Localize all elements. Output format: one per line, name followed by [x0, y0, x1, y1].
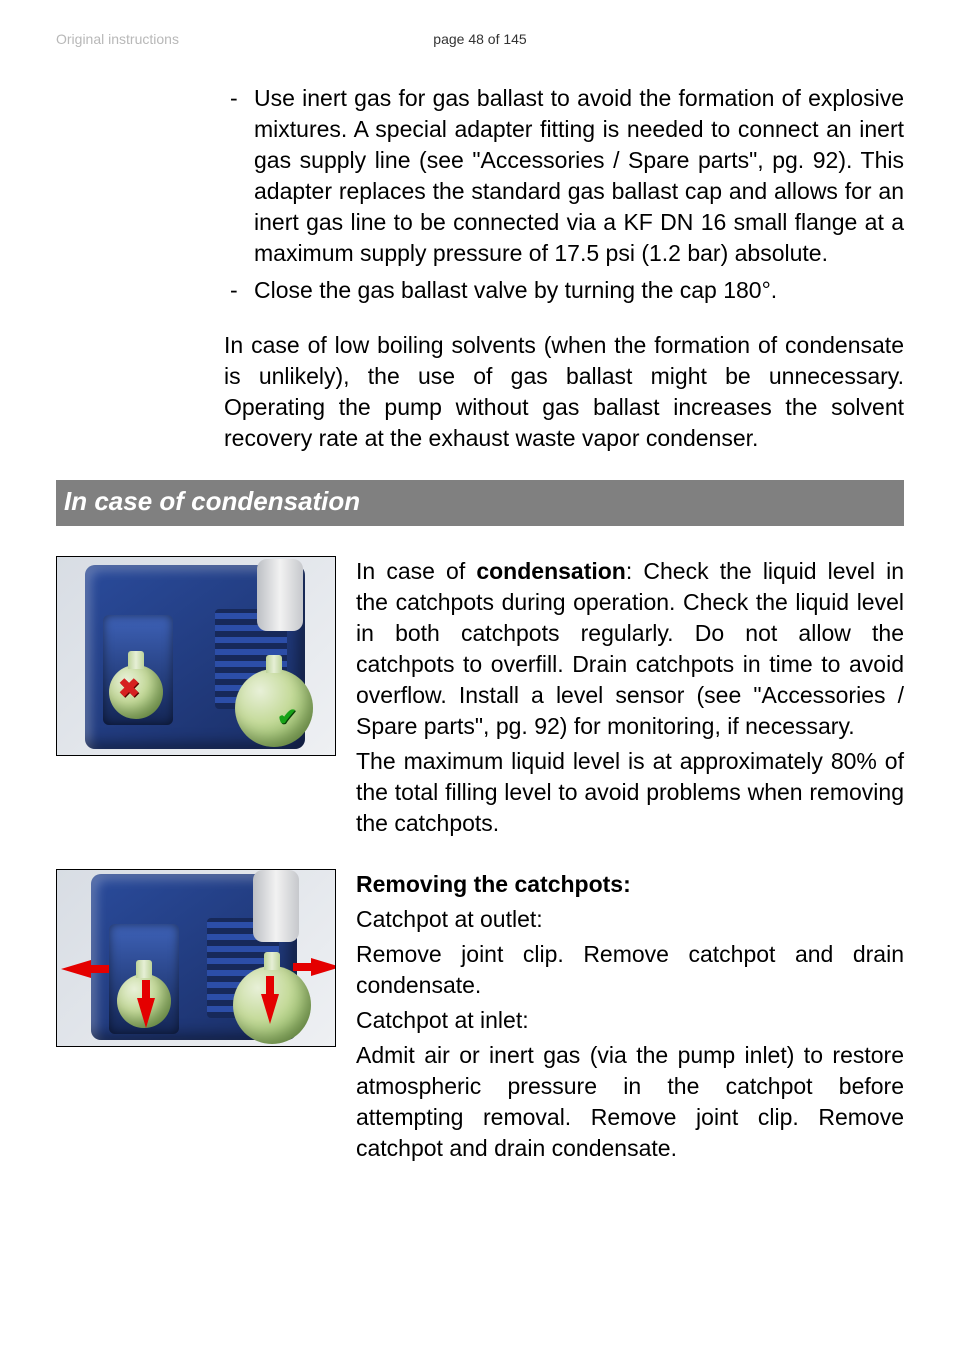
- check-mark-icon: ✔: [273, 705, 301, 733]
- removing-text: Removing the catchpots: Catchpot at outl…: [356, 869, 904, 1168]
- condensation-row: ✖ ✔ In case of condensation: Check the l…: [56, 556, 904, 843]
- x-mark-icon: ✖: [115, 675, 143, 703]
- condenser-cylinder: [253, 870, 299, 942]
- arrow-right-icon: [311, 958, 336, 976]
- header-center: page 48 of 145: [339, 30, 622, 49]
- condensation-figure: ✖ ✔: [56, 556, 336, 756]
- page-header: Original instructions page 48 of 145: [56, 30, 904, 49]
- removing-row: Removing the catchpots: Catchpot at outl…: [56, 869, 904, 1168]
- cond-lead: In case of: [356, 558, 476, 584]
- body-paragraph: In case of low boiling solvents (when th…: [224, 330, 904, 454]
- arrow-down-icon: [261, 994, 279, 1024]
- inlet-label: Catchpot at inlet:: [356, 1005, 904, 1036]
- cond-bold: condensation: [476, 558, 626, 584]
- condensation-paragraph: In case of condensation: Check the liqui…: [356, 556, 904, 742]
- outlet-text: Remove joint clip. Remove catchpot and d…: [356, 939, 904, 1001]
- section-heading: In case of condensation: [56, 480, 904, 525]
- catchpot-ok: [235, 669, 313, 747]
- condensation-paragraph: The maximum liquid level is at approxima…: [356, 746, 904, 839]
- arrow-left-icon: [61, 960, 91, 978]
- arrow-down-icon: [137, 998, 155, 1028]
- cond-tail: : Check the liquid level in the catchpot…: [356, 558, 904, 739]
- outlet-label: Catchpot at outlet:: [356, 904, 904, 935]
- removing-heading: Removing the catchpots:: [356, 869, 904, 900]
- bullet-item: Use inert gas for gas ballast to avoid t…: [224, 83, 904, 269]
- bullet-list: Use inert gas for gas ballast to avoid t…: [224, 83, 904, 306]
- bullet-item: Close the gas ballast valve by turning t…: [224, 275, 904, 306]
- condenser-cylinder: [257, 559, 303, 631]
- removing-figure: [56, 869, 336, 1047]
- header-left: Original instructions: [56, 30, 339, 49]
- header-spacer: [621, 30, 904, 49]
- inlet-text: Admit air or inert gas (via the pump inl…: [356, 1040, 904, 1164]
- condensation-text: In case of condensation: Check the liqui…: [356, 556, 904, 843]
